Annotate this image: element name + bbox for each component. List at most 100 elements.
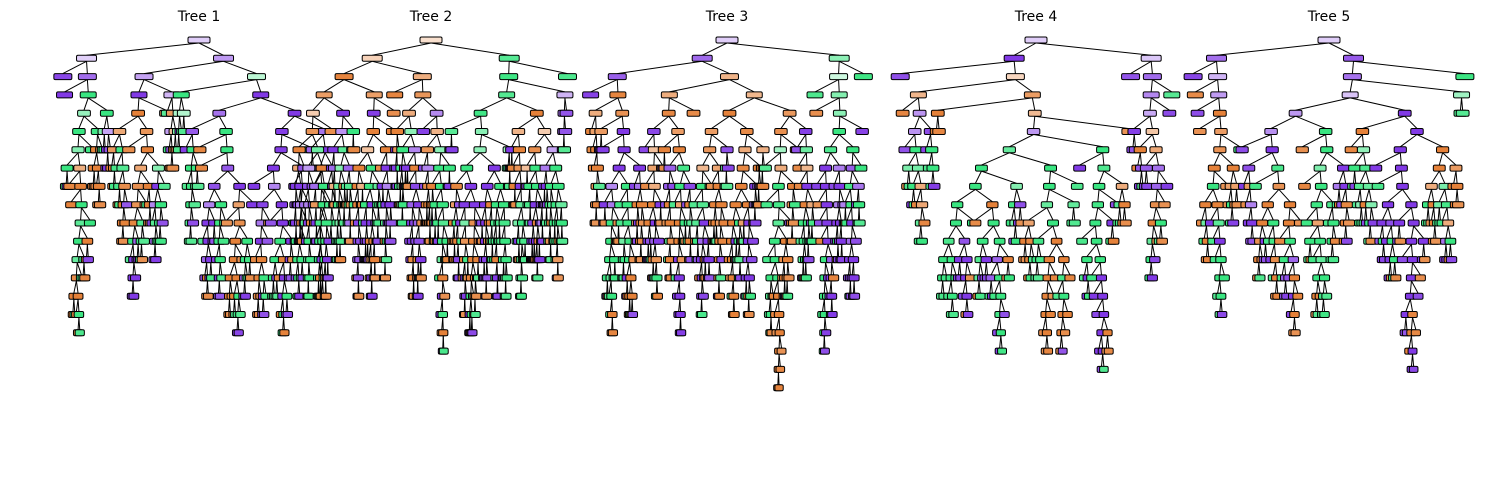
tree-edge [678, 152, 685, 166]
split-node [820, 201, 833, 209]
split-node [736, 164, 750, 172]
tree-edge [508, 61, 510, 74]
tree-edge [80, 189, 82, 202]
tree-edge [432, 189, 435, 202]
tree-edge [140, 170, 150, 184]
tree-edge [701, 262, 703, 275]
tree-edge [709, 134, 712, 147]
leaf-node [82, 256, 94, 264]
tree-edge [448, 171, 451, 184]
leaf-node [303, 292, 315, 300]
tree-edge [357, 171, 360, 184]
tree-edge [1216, 61, 1219, 74]
tree-edge [504, 244, 507, 257]
tree-edge [742, 170, 756, 184]
tree-edge [407, 152, 416, 166]
tree-edge [386, 189, 389, 202]
tree-edge [1410, 317, 1414, 330]
tree-edge [689, 225, 691, 239]
split-node [1397, 109, 1412, 117]
tree-edge [993, 225, 1001, 239]
tree-edge [779, 152, 782, 166]
leaf-node [467, 329, 478, 337]
leaf-node [1419, 256, 1431, 264]
split-node [1425, 182, 1438, 190]
split-node [616, 128, 631, 135]
tree-edge [708, 262, 711, 275]
tree-edge [435, 207, 438, 221]
tree-edge [396, 115, 410, 129]
split-node [185, 128, 199, 135]
tree-edge [191, 189, 196, 202]
tree-edge [1153, 225, 1158, 239]
tree-edge [823, 335, 826, 349]
tree-edge [1195, 79, 1218, 93]
tree-edge [830, 280, 833, 294]
tree-edge [618, 152, 625, 166]
tree-edge [1094, 207, 1099, 221]
tree-edge [1100, 280, 1104, 294]
tree-edge [545, 152, 554, 166]
tree-edge [1295, 115, 1326, 129]
leaf-node [854, 164, 868, 172]
tree-edge [97, 134, 103, 147]
split-node [719, 73, 739, 81]
tree-edge [838, 60, 864, 75]
tree-edge [1152, 79, 1173, 93]
tree-edge [286, 299, 289, 312]
split-node [305, 128, 320, 135]
tree-edge [315, 225, 318, 239]
split-node [774, 329, 785, 337]
leaf-node [246, 201, 259, 209]
tree-edge [334, 189, 336, 202]
tree-edge [534, 134, 545, 148]
leaf-node [1274, 237, 1286, 245]
split-node [1267, 219, 1280, 227]
split-node [772, 182, 785, 190]
tree-edge [943, 244, 950, 257]
leaf-node [166, 164, 180, 172]
tree-edge [827, 244, 833, 257]
tree-edge [549, 225, 552, 239]
leaf-node [676, 329, 687, 337]
tree-edge [652, 244, 656, 257]
tree-edge [563, 116, 566, 129]
tree-edge [399, 189, 402, 202]
leaf-node [1160, 182, 1174, 190]
leaf-node [353, 292, 365, 300]
tree-edge [319, 262, 322, 275]
tree-edge [1354, 171, 1357, 184]
tree-edge [257, 299, 260, 312]
tree-edge [1024, 244, 1027, 257]
split-node [1265, 146, 1279, 154]
tree-edge [307, 189, 310, 202]
tree-edge [477, 262, 480, 275]
tree-edge [308, 262, 311, 275]
tree-edge [1216, 42, 1330, 56]
tree-edge [1033, 134, 1103, 148]
tree-edge [1386, 225, 1392, 239]
tree-edge [1096, 244, 1101, 257]
tree-edge [838, 61, 840, 74]
tree-edge [490, 207, 493, 221]
tree-edge [1218, 225, 1221, 239]
split-node [214, 201, 228, 209]
tree-edge [83, 115, 98, 129]
leaf-node [775, 365, 786, 373]
split-node [976, 237, 989, 245]
tree-edge [123, 189, 126, 202]
tree-edge [550, 207, 553, 221]
tree-edge [484, 207, 487, 221]
tree-edge [1151, 134, 1157, 147]
tree-edge [783, 244, 787, 257]
tree-edge [412, 262, 415, 275]
tree-edge [803, 207, 807, 221]
tree-edge [1000, 299, 1005, 312]
tree-edge [227, 170, 240, 184]
tree-edge [919, 115, 931, 129]
tree-edge [239, 189, 253, 203]
split-node [402, 109, 416, 117]
tree-edge [423, 152, 428, 166]
tree-edge [157, 171, 159, 184]
tree-edge [1410, 262, 1414, 275]
